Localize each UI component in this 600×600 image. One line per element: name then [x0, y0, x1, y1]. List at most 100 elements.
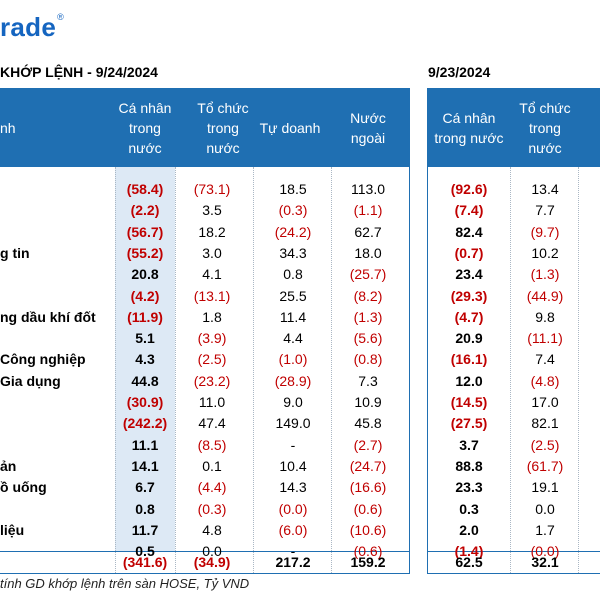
cell-individual: 5.1 [135, 330, 155, 347]
logo-text: rade [0, 12, 57, 42]
table-row: 12.0 (4.8) [428, 371, 600, 392]
cell-foreign: 113.0 [351, 181, 385, 197]
cell-institution: 17.0 [531, 394, 559, 410]
cell-institution: (13.1) [193, 287, 231, 304]
total-row: 62.5 32.1 [428, 552, 600, 573]
title-left: KHỚP LỆNH - 9/24/2024 [0, 64, 158, 80]
table-header: Cá nhân trong nước Tổ chức trong nước [428, 89, 600, 167]
table-row: 0.8 (0.3) (0.0) (0.6) [0, 499, 409, 520]
cell-sector: ồ uống [0, 479, 47, 496]
cell-sector [0, 392, 115, 413]
cell-individual: (58.4) [126, 181, 164, 197]
divider [115, 167, 116, 573]
cell-proprietary: (28.9) [274, 372, 312, 389]
table-row: (7.4) 7.7 [428, 200, 600, 221]
total-separator [0, 551, 409, 552]
cell-foreign: (0.6) [353, 500, 383, 517]
title-right: 9/23/2024 [428, 64, 491, 80]
cell-institution: (0.0) [530, 543, 560, 560]
table-row: Công nghiệp 4.3 (2.5) (1.0) (0.8) [0, 349, 409, 370]
divider [253, 167, 254, 573]
cell-individual: 20.9 [455, 330, 483, 347]
cell-institution: (34.9) [193, 553, 231, 570]
header-foreign: Nước ngoài [350, 110, 386, 146]
cell-proprietary: (1.0) [278, 351, 308, 368]
cell-institution: 0.1 [202, 457, 222, 474]
cell-foreign: (1.3) [353, 308, 383, 325]
cell-foreign: 45.8 [354, 415, 382, 432]
table-row: 23.3 19.1 [428, 477, 600, 498]
cell-individual: (1.4) [454, 543, 484, 560]
table-row: 0.5 0.0 - (0.6) [0, 541, 409, 562]
cell-individual: (30.9) [126, 394, 164, 410]
table-header: nh Cá nhân trong nước Tổ chức trong nước… [0, 89, 409, 167]
header-institution: Tổ chức trong nước [519, 100, 571, 156]
cell-proprietary: - [290, 543, 296, 560]
cell-proprietary: 0.8 [283, 266, 303, 283]
cell-individual: 62.5 [455, 553, 483, 570]
cell-sector: Công nghiệp [0, 351, 86, 368]
header-proprietary: Tự doanh [259, 120, 321, 136]
total-row: (341.6) (34.9) 217.2 159.2 [0, 552, 409, 573]
cell-institution: (4.4) [197, 479, 227, 496]
cell-institution: 82.1 [531, 415, 559, 432]
cell-foreign: (2.7) [353, 436, 383, 453]
cell-sector [0, 222, 115, 243]
table-row: 0.3 0.0 [428, 499, 600, 520]
cell-institution: 1.8 [202, 308, 222, 325]
individual-column-shade [115, 167, 175, 552]
table-row: 20.8 4.1 0.8 (25.7) [0, 264, 409, 285]
cell-institution: 32.1 [531, 553, 559, 570]
cell-sector: liệu [0, 521, 25, 538]
cell-institution: (1.3) [530, 266, 560, 283]
cell-individual: (0.7) [454, 244, 484, 261]
cell-institution: 7.7 [535, 202, 555, 219]
cell-individual: (14.5) [450, 394, 488, 410]
cell-individual: 0.5 [135, 543, 155, 560]
table-row: g tin (55.2) 3.0 34.3 18.0 [0, 243, 409, 264]
cell-individual: 0.8 [135, 500, 155, 517]
cell-individual: (7.4) [454, 202, 484, 219]
cell-proprietary: 25.5 [279, 287, 307, 304]
cell-proprietary: (0.3) [278, 202, 308, 219]
cell-foreign: (24.7) [349, 457, 387, 474]
divider [175, 167, 176, 573]
cell-foreign: (8.2) [353, 287, 383, 304]
cell-institution: (8.5) [197, 436, 227, 453]
cell-institution: 10.2 [531, 244, 559, 261]
cell-foreign: (0.6) [353, 543, 383, 560]
cell-proprietary: 11.4 [279, 308, 307, 325]
cell-institution: 9.8 [535, 308, 555, 325]
table-row: 23.4 (1.3) [428, 264, 600, 285]
cell-proprietary: 217.2 [275, 553, 311, 570]
cell-foreign: (0.8) [353, 351, 383, 368]
cell-individual: (2.2) [130, 202, 160, 219]
cell-sector [0, 328, 115, 349]
cell-sector [0, 286, 115, 307]
cell-foreign: 7.3 [358, 372, 378, 389]
cell-foreign: (10.6) [349, 521, 387, 538]
cell-sector [0, 179, 115, 200]
cell-individual: 2.0 [459, 521, 479, 538]
cell-sector [0, 264, 115, 285]
table-row: (16.1) 7.4 [428, 349, 600, 370]
cell-institution: (61.7) [526, 457, 564, 474]
header-individual: Cá nhân trong nước [434, 110, 504, 146]
cell-individual: (4.7) [454, 308, 484, 325]
cell-foreign: 159.2 [350, 553, 386, 570]
cell-individual: 44.8 [131, 372, 159, 389]
cell-foreign: 18.0 [354, 244, 382, 261]
table-row: (242.2) 47.4 149.0 45.8 [0, 413, 409, 434]
cell-individual: (92.6) [450, 181, 488, 197]
table-row: ng dầu khí đốt (11.9) 1.8 11.4 (1.3) [0, 307, 409, 328]
cell-individual: (27.5) [450, 415, 488, 432]
cell-institution: (2.5) [530, 436, 560, 453]
table-row: (27.5) 82.1 [428, 413, 600, 434]
cell-individual: (4.2) [130, 287, 160, 304]
cell-proprietary: 4.4 [283, 330, 303, 347]
table-row: (58.4) (73.1) 18.5 113.0 [0, 179, 409, 200]
cell-institution: 47.4 [198, 415, 226, 432]
divider [578, 167, 579, 573]
cell-institution: (3.9) [197, 330, 227, 347]
cell-institution: 3.0 [202, 244, 222, 261]
